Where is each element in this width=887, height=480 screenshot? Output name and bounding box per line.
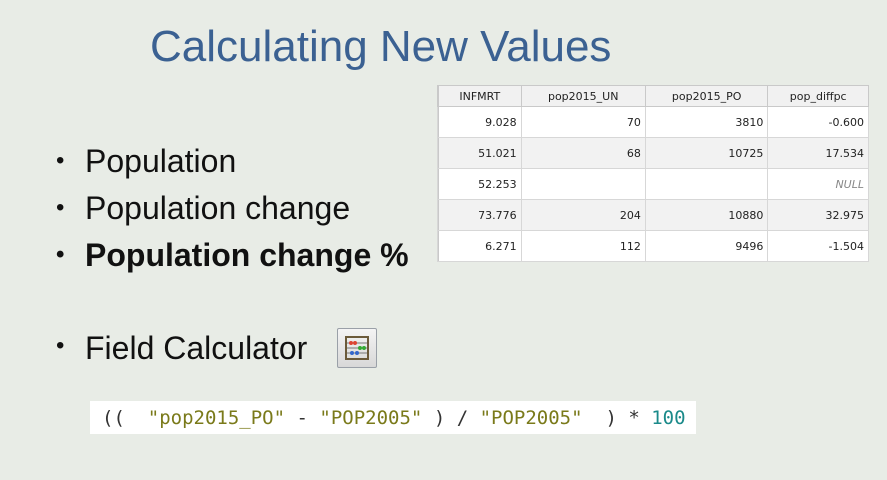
table-cell[interactable]: 9496 [644, 230, 769, 262]
table-cell[interactable]: 112 [520, 230, 646, 262]
table-cell[interactable]: -0.600 [767, 106, 869, 138]
table-cell[interactable]: -1.504 [767, 230, 869, 262]
table-cell[interactable]: 10880 [644, 199, 769, 231]
field-calculator-button[interactable] [337, 328, 378, 368]
field-calculator-label: Field Calculator [56, 330, 307, 367]
expression-field-pop2005: "POP2005" [319, 406, 423, 429]
expression-close-multiply: ) * [605, 406, 640, 429]
table-cell[interactable]: 70 [520, 106, 646, 138]
table-cell[interactable]: 68 [520, 137, 646, 169]
table-cell[interactable]: 10725 [644, 137, 769, 169]
bullet-population: Population [56, 140, 409, 187]
column-header-pop-diffpc[interactable]: pop_diffpc [767, 85, 869, 107]
table-cell[interactable]: NULL [767, 168, 869, 200]
bullet-list: Population Population change Population … [56, 140, 409, 281]
table-row[interactable]: 73.776 204 10880 32.975 [437, 199, 869, 231]
expression-minus: - [296, 406, 308, 429]
attribute-table: INFMRT pop2015_UN pop2015_PO pop_diffpc … [437, 85, 869, 262]
abacus-icon [345, 336, 370, 360]
table-cell[interactable]: 51.021 [438, 137, 522, 169]
field-calculator-row: Field Calculator [56, 326, 378, 370]
expression-field-pop2005-2: "POP2005" [479, 406, 583, 429]
column-header-pop2015-po[interactable]: pop2015_PO [644, 85, 769, 107]
page-title: Calculating New Values [150, 22, 612, 71]
expression-number: 100 [651, 406, 686, 429]
table-cell[interactable] [644, 168, 769, 200]
expression-box[interactable]: (( "pop2015_PO" - "POP2005" ) / "POP2005… [90, 401, 696, 434]
expression-field-pop2015-po: "pop2015_PO" [147, 406, 286, 429]
bullet-population-change-pct: Population change % [56, 234, 409, 281]
table-row[interactable]: 6.271 112 9496 -1.504 [437, 230, 869, 262]
table-row[interactable]: 9.028 70 3810 -0.600 [437, 106, 869, 138]
table-cell[interactable]: 73.776 [438, 199, 522, 231]
table-cell[interactable]: 52.253 [438, 168, 522, 200]
table-row[interactable]: 52.253 NULL [437, 168, 869, 200]
table-cell[interactable]: 32.975 [767, 199, 869, 231]
table-cell[interactable]: 3810 [644, 106, 769, 138]
column-header-pop2015-un[interactable]: pop2015_UN [520, 85, 646, 107]
table-cell[interactable] [520, 168, 646, 200]
expression-close-divide: ) / [433, 406, 469, 429]
column-header-infmrt[interactable]: INFMRT [438, 85, 522, 107]
expression-open-parens: (( [102, 406, 125, 429]
table-row[interactable]: 51.021 68 10725 17.534 [437, 137, 869, 169]
table-cell[interactable]: 204 [520, 199, 646, 231]
bullet-population-change: Population change [56, 187, 409, 234]
table-cell[interactable]: 17.534 [767, 137, 869, 169]
table-cell[interactable]: 6.271 [438, 230, 522, 262]
table-cell[interactable]: 9.028 [438, 106, 522, 138]
